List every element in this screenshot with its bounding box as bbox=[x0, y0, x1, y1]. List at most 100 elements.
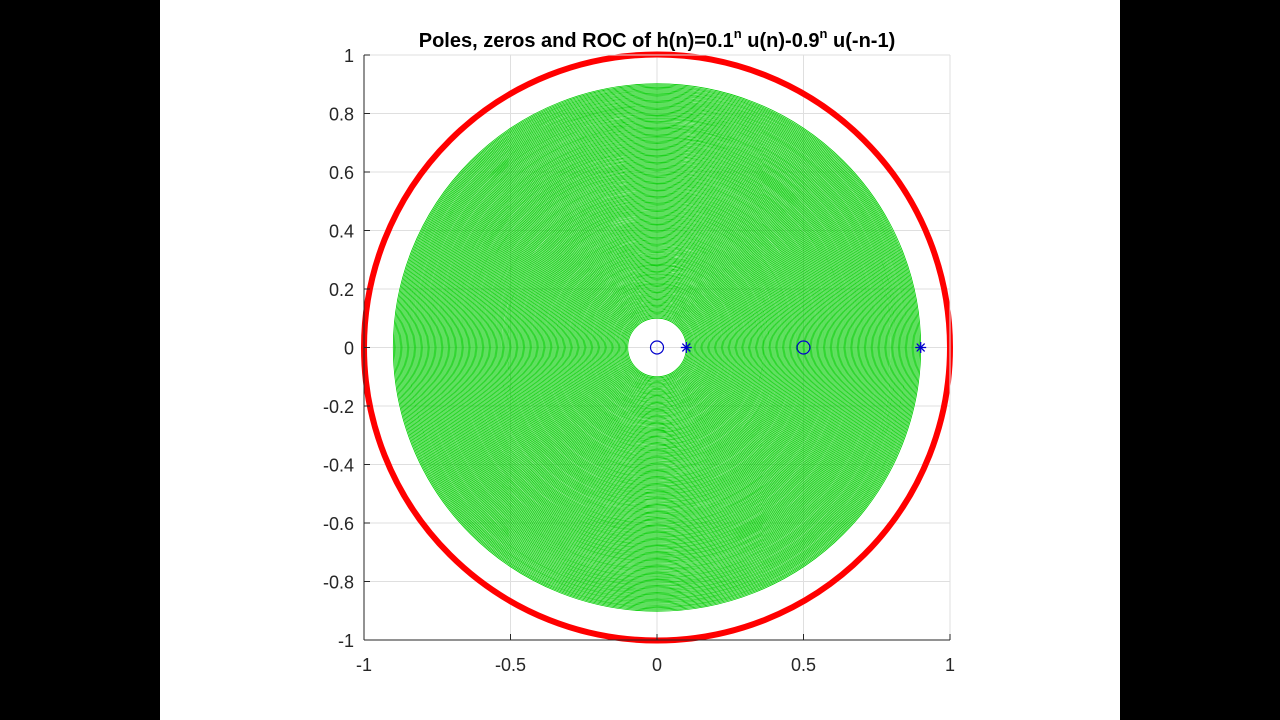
title-superscript-1: n bbox=[734, 26, 742, 41]
zero-marker bbox=[796, 340, 811, 355]
roc-ring bbox=[480, 171, 834, 524]
roc-ring bbox=[489, 179, 825, 516]
roc-ring bbox=[409, 99, 905, 596]
figure: -1 -0.5 0 0.5 1 1 0.8 0.6 0.4 0.2 0 -0.2 -0.4 -0.6 -0.… bbox=[160, 0, 1120, 720]
roc-ring bbox=[423, 113, 891, 582]
plot-svg: -1 -0.5 0 0.5 1 1 0.8 0.6 0.4 0.2 0 -0.2 -0.4 -0.6 -0.… bbox=[323, 26, 955, 675]
axes-layer bbox=[363, 54, 951, 641]
y-tick-label: -0.8 bbox=[323, 573, 354, 593]
roc-ring bbox=[447, 138, 867, 557]
roc-ring bbox=[548, 239, 766, 456]
roc-ring bbox=[443, 133, 871, 562]
x-tick-label: 0.5 bbox=[791, 655, 816, 675]
roc-ring bbox=[521, 212, 793, 483]
roc-ring bbox=[486, 177, 828, 518]
roc-ring bbox=[576, 267, 738, 428]
roc-ring bbox=[459, 150, 855, 545]
roc-ring bbox=[431, 122, 883, 573]
roc-ring bbox=[402, 92, 912, 603]
roc-ring bbox=[519, 209, 795, 486]
y-tick-label: 0 bbox=[344, 339, 354, 359]
roc-ring bbox=[615, 306, 699, 389]
y-tick-label: -0.4 bbox=[323, 456, 354, 476]
roc-ring bbox=[479, 170, 835, 525]
roc-ring bbox=[526, 217, 788, 478]
x-tick-label: -0.5 bbox=[495, 655, 526, 675]
roc-ring bbox=[419, 110, 895, 585]
roc-ring bbox=[506, 197, 808, 498]
roc-ring bbox=[520, 211, 794, 484]
roc-ring bbox=[422, 112, 892, 583]
roc-ring bbox=[539, 229, 775, 466]
roc-ring bbox=[474, 165, 840, 530]
title-superscript-2: n bbox=[820, 26, 828, 41]
roc-ring bbox=[432, 123, 882, 572]
roc-ring bbox=[547, 238, 767, 457]
roc-ring bbox=[515, 206, 799, 489]
roc-ring bbox=[473, 164, 841, 531]
roc-ring bbox=[424, 115, 890, 580]
roc-ring bbox=[620, 310, 694, 385]
roc-ring bbox=[596, 287, 718, 408]
roc-ring bbox=[605, 295, 709, 400]
roc-ring bbox=[433, 124, 881, 571]
pole-stroke bbox=[681, 343, 691, 352]
roc-ring bbox=[566, 256, 748, 439]
roc-ring bbox=[449, 139, 865, 556]
roc-ring bbox=[426, 117, 888, 578]
roc-ring bbox=[504, 194, 810, 501]
roc-ring bbox=[460, 151, 854, 544]
roc-ring bbox=[562, 253, 752, 442]
roc-ring bbox=[413, 104, 901, 591]
roc-ring bbox=[469, 159, 845, 536]
roc-ring bbox=[404, 95, 910, 600]
roc-ring bbox=[478, 168, 836, 527]
roc-ring bbox=[484, 174, 830, 521]
roc-ring bbox=[457, 147, 857, 548]
roc-ring bbox=[612, 302, 702, 393]
roc-ring bbox=[494, 185, 820, 510]
title-suffix: u(-n-1) bbox=[827, 30, 895, 52]
roc-ring bbox=[491, 181, 823, 514]
roc-ring bbox=[589, 280, 725, 415]
roc-ring bbox=[551, 241, 763, 454]
roc-ring bbox=[544, 234, 770, 461]
roc-ring bbox=[418, 109, 896, 586]
title-prefix: Poles, zeros and ROC of h(n)=0.1 bbox=[419, 30, 734, 52]
roc-ring bbox=[471, 161, 843, 534]
roc-ring bbox=[564, 254, 750, 441]
roc-ring bbox=[429, 119, 885, 576]
roc-ring bbox=[467, 158, 847, 537]
roc-ring bbox=[559, 249, 755, 446]
roc-ring bbox=[440, 131, 874, 564]
roc-ring bbox=[581, 272, 733, 423]
roc-ring bbox=[569, 260, 745, 435]
roc-ring bbox=[555, 246, 759, 449]
roc-ring bbox=[556, 247, 758, 448]
y-tick-label: 0.4 bbox=[329, 222, 354, 242]
roc-ring bbox=[528, 219, 786, 476]
roc-ring bbox=[568, 259, 746, 436]
roc-ring bbox=[580, 270, 734, 425]
roc-ring bbox=[436, 126, 878, 569]
roc-ring bbox=[492, 183, 822, 512]
y-tick-label: 1 bbox=[344, 46, 354, 66]
roc-ring bbox=[412, 103, 902, 592]
tick-layer: -1 -0.5 0 0.5 1 1 0.8 0.6 0.4 0.2 0 -0.2 -0.4 -0.6 -0.… bbox=[323, 46, 955, 675]
roc-ring bbox=[485, 175, 829, 520]
roc-ring bbox=[585, 275, 729, 420]
roc-ring bbox=[487, 178, 827, 517]
roc-ring bbox=[507, 198, 807, 497]
roc-ring bbox=[582, 273, 732, 422]
roc-ring bbox=[415, 105, 899, 590]
chart-title: Poles, zeros and ROC of h(n)=0.1n u(n)-0… bbox=[419, 26, 896, 52]
pole-stroke bbox=[916, 343, 926, 352]
roc-ring bbox=[493, 184, 821, 511]
y-tick-label: 0.8 bbox=[329, 105, 354, 125]
pole-marker bbox=[680, 342, 692, 353]
roc-ring bbox=[490, 180, 824, 515]
roc-ring bbox=[590, 281, 724, 414]
roc-ring bbox=[476, 166, 838, 529]
roc-ring bbox=[464, 154, 850, 541]
y-tick-label: 0.2 bbox=[329, 280, 354, 300]
